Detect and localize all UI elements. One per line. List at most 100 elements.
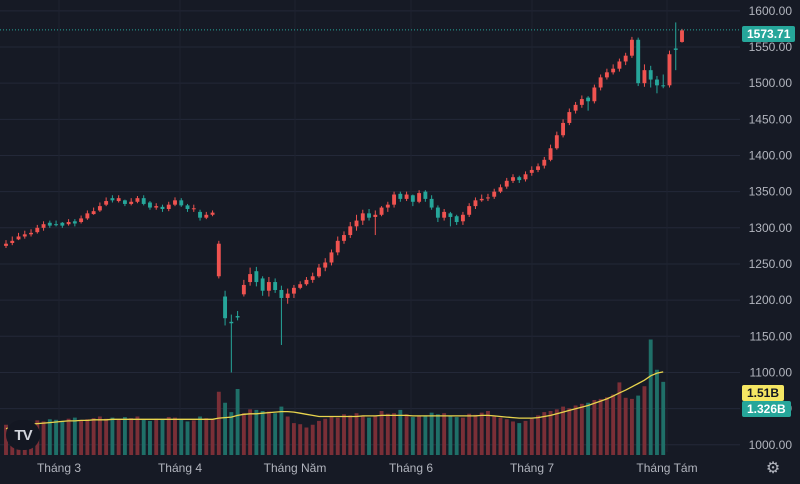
candle-body [260, 278, 265, 291]
candle-body [417, 193, 422, 202]
candle [354, 214, 359, 231]
candle-body [235, 316, 240, 318]
candle [342, 231, 346, 244]
candle-body [404, 194, 409, 199]
candle [586, 96, 591, 111]
volume-bar [354, 413, 359, 455]
candle-body [617, 61, 622, 69]
price-axis[interactable]: 1600.00 1550.00 1500.00 1450.00 1400.00 1350.… [749, 4, 793, 452]
candle-body [636, 39, 641, 84]
volume-bar [379, 411, 384, 455]
candle [310, 272, 315, 283]
y-tick-label: 1600.00 [749, 4, 793, 18]
volume-bar [636, 395, 641, 455]
candle [72, 219, 77, 227]
candle-body [310, 276, 315, 280]
volume-bar [4, 424, 8, 455]
time-axis[interactable]: Tháng 3 Tháng 4 Tháng Năm Tháng 6 Tháng 7 Thá… [37, 461, 698, 475]
y-tick-label: 1100.00 [750, 365, 793, 379]
candle [617, 58, 622, 72]
volume-bar [154, 418, 159, 455]
volume-bar [661, 381, 666, 455]
candle-body [291, 287, 296, 294]
volume-bar [492, 416, 497, 455]
candle [529, 166, 534, 176]
candle [435, 205, 440, 223]
candle [667, 50, 672, 88]
candle-body [104, 201, 109, 205]
candle-body [223, 296, 228, 319]
candle-body [611, 68, 616, 73]
candle [317, 263, 321, 278]
volume-bar [135, 416, 140, 455]
candle [673, 22, 678, 71]
candle [4, 240, 8, 249]
volume-bar [511, 421, 515, 455]
volume-bars [4, 339, 666, 455]
volume-bar [623, 397, 628, 455]
candle [260, 276, 265, 296]
candle [417, 190, 422, 204]
candle-body [148, 202, 152, 208]
candle [379, 206, 384, 217]
candle-body [91, 211, 96, 215]
candle-body [586, 97, 591, 102]
candle [173, 197, 177, 207]
candle-body [10, 240, 15, 243]
candle-body [210, 212, 215, 215]
candle [367, 209, 371, 221]
candlesticks [4, 22, 684, 373]
volume-bar [248, 409, 253, 455]
volume-ma-line [5, 371, 664, 430]
candle-body [473, 200, 478, 207]
candle [54, 220, 59, 227]
candle [404, 191, 409, 202]
volume-bar [586, 402, 591, 455]
y-tick-label: 1500.00 [749, 76, 793, 90]
candle-body [680, 30, 684, 42]
candle-body [266, 282, 271, 291]
candle [97, 202, 102, 212]
candle [248, 267, 253, 286]
candle-body [185, 205, 190, 210]
volume-bar [442, 413, 447, 455]
candle-body [673, 48, 678, 50]
volume-bar [335, 417, 340, 455]
candle-body [41, 224, 46, 228]
candle [323, 258, 328, 272]
candle-body [229, 321, 234, 324]
volume-ma-badge: 1.51B [742, 385, 785, 401]
candle [191, 204, 196, 212]
volume-bar [617, 382, 622, 455]
volume-bar [655, 369, 659, 455]
candle-body [47, 222, 52, 226]
candle-body [460, 214, 465, 222]
volume-bar [304, 427, 309, 455]
candle-body [35, 227, 40, 233]
candle [442, 209, 447, 221]
volume-bar [448, 415, 453, 455]
gear-icon[interactable]: ⚙ [765, 460, 781, 477]
candle-body [554, 135, 559, 149]
tradingview-logo[interactable]: TV [6, 420, 40, 450]
volume-bar [291, 423, 296, 455]
candle [285, 288, 290, 304]
volume-bar [104, 418, 109, 455]
candle-body [592, 87, 597, 102]
candle-body [54, 224, 59, 226]
candle [229, 314, 234, 373]
x-tick-label: Tháng 6 [389, 461, 433, 475]
candle [210, 210, 215, 217]
candle-body [179, 200, 184, 206]
candle [623, 52, 628, 66]
candle [154, 203, 159, 210]
candle-body [604, 72, 609, 78]
volume-moving-average [5, 371, 664, 430]
y-tick-label: 1400.00 [749, 148, 793, 162]
volume-bar [573, 405, 578, 455]
candle-body [467, 206, 472, 215]
candle-body [523, 174, 528, 180]
volume-bar [166, 417, 171, 455]
candle [636, 37, 641, 87]
